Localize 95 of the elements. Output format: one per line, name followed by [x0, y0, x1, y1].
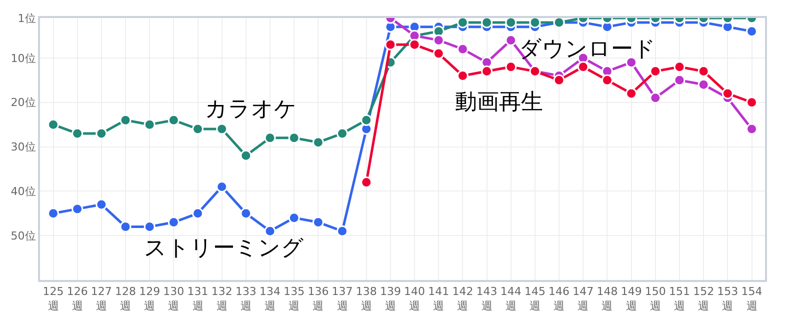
point: [505, 61, 517, 73]
point: [120, 114, 132, 126]
point: [48, 208, 59, 220]
point: [168, 216, 180, 228]
x-tick-label: 132 週: [211, 285, 232, 312]
x-tick-label: 152 週: [693, 285, 714, 312]
x-tick-label: 146 週: [548, 285, 570, 312]
y-tick-label: 1位: [18, 12, 36, 25]
point: [650, 66, 662, 78]
x-tick-label: 139 週: [380, 285, 401, 312]
point: [456, 18, 468, 28]
x-tick-label: 150 週: [644, 285, 666, 312]
point: [168, 114, 180, 126]
point: [216, 181, 228, 192]
point: [96, 198, 108, 210]
point: [746, 96, 758, 108]
point: [288, 212, 300, 224]
series-label: ダウンロード: [519, 37, 656, 62]
point: [312, 136, 324, 148]
x-tick-label: 141 週: [428, 285, 450, 312]
point: [384, 38, 396, 50]
point: [216, 123, 228, 135]
point: [432, 34, 444, 46]
point: [746, 26, 758, 38]
x-tick-label: 142 週: [452, 285, 474, 312]
point: [481, 18, 493, 28]
point: [577, 61, 589, 73]
x-tick-label: 131 週: [187, 285, 208, 312]
point: [144, 118, 156, 130]
y-tick-label: 10位: [10, 52, 36, 65]
point: [698, 78, 710, 90]
point: [456, 70, 468, 82]
point: [626, 88, 638, 100]
x-tick-label: 125 週: [42, 285, 64, 312]
x-tick-label: 136 週: [308, 285, 329, 312]
x-tick-label: 153 週: [717, 285, 738, 312]
x-tick-label: 151 週: [668, 285, 690, 312]
point: [336, 128, 348, 140]
point: [505, 18, 517, 28]
point: [722, 88, 734, 100]
x-tick-label: 137 週: [332, 285, 353, 312]
x-tick-label: 127 週: [90, 285, 112, 312]
point: [626, 56, 638, 68]
y-tick-label: 20位: [10, 96, 36, 110]
point: [264, 132, 276, 144]
x-tick-label: 128 週: [115, 285, 136, 312]
point: [360, 176, 372, 188]
x-tick-label: 145 週: [524, 285, 546, 312]
point: [144, 220, 156, 232]
x-tick-label: 147 週: [572, 285, 594, 312]
x-tick-label: 140 週: [404, 285, 426, 312]
point: [240, 208, 252, 220]
y-tick-label: 50位: [10, 229, 36, 242]
point: [432, 48, 444, 60]
x-tick-label: 144 週: [500, 285, 522, 312]
point: [72, 203, 84, 215]
x-tick-label: 133 週: [235, 285, 256, 312]
point: [408, 38, 420, 50]
x-tick-label: 148 週: [596, 285, 618, 312]
point: [264, 225, 276, 237]
point: [650, 92, 662, 104]
x-tick-label: 129 週: [139, 285, 160, 312]
point: [553, 74, 565, 86]
series-label: ストリーミング: [144, 236, 304, 261]
x-tick-label: 138 週: [356, 285, 377, 312]
x-tick-label: 135 週: [284, 285, 305, 312]
point: [360, 114, 372, 126]
point: [192, 123, 204, 135]
point: [72, 128, 84, 140]
point: [288, 132, 300, 144]
point: [674, 61, 686, 73]
point: [240, 150, 252, 162]
point: [120, 220, 132, 232]
x-tick-label: 130 週: [163, 285, 184, 312]
x-tick-label: 143 週: [476, 285, 498, 312]
x-tick-label: 134 週: [260, 285, 281, 312]
point: [601, 74, 613, 86]
y-tick-label: 30位: [10, 140, 36, 154]
point: [456, 43, 468, 55]
y-tick-label: 40位: [10, 185, 36, 198]
point: [48, 118, 59, 130]
point: [96, 128, 108, 140]
series-label: 動画再生: [455, 90, 543, 115]
point: [192, 208, 204, 220]
point: [674, 74, 686, 86]
point: [312, 216, 324, 228]
point: [698, 66, 710, 78]
x-tick-label: 154 週: [741, 285, 762, 312]
point: [746, 123, 758, 135]
x-tick-label: 149 週: [620, 285, 642, 312]
point: [481, 66, 493, 78]
x-tick-label: 126 週: [66, 285, 88, 312]
series-label: カラオケ: [205, 97, 297, 122]
point: [505, 34, 517, 46]
point: [529, 18, 541, 28]
